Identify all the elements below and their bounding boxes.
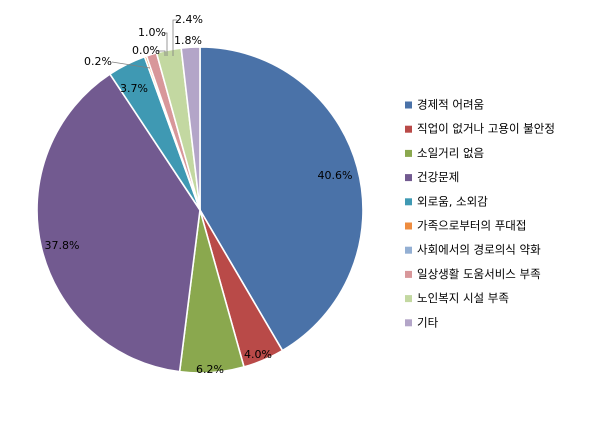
legend-item-1: 직업이 없거나 고용이 불안정	[405, 122, 555, 136]
legend-label-6: 사회에서의 경로의식 약화	[417, 243, 541, 257]
pie-slice-0	[199, 46, 364, 352]
legend-item-4: 외로움, 소외감	[405, 194, 488, 208]
legend-swatch-5	[405, 222, 412, 230]
legend-item-5: 가족으로부터의 푸대접	[405, 219, 526, 233]
leader-lines	[111, 19, 177, 69]
legend-swatch-1	[405, 125, 412, 133]
legend-swatch-0	[405, 101, 412, 109]
legend-label-0: 경제적 어려움	[417, 98, 484, 112]
pie-slice-3	[36, 73, 201, 373]
data-label-3: 37.8%	[45, 239, 80, 252]
legend-swatch-4	[405, 198, 412, 206]
data-label-7: 1.0%	[138, 26, 166, 39]
legend-item-7: 일상생활 도움서비스 부족	[405, 267, 541, 281]
data-label-0: 40.6%	[318, 169, 353, 182]
legend-label-8: 노인복지 시설 부족	[417, 291, 509, 305]
legend-item-3: 건강문제	[405, 170, 459, 184]
data-labels: 40.6% 4.0% 6.2% 37.8% 3.7% 0.2% 0.0% 1.0% 2.4% 1.…	[45, 13, 353, 376]
legend-swatch-6	[405, 246, 412, 254]
legend-swatch-3	[405, 174, 412, 182]
data-label-1: 4.0%	[244, 348, 272, 361]
legend-swatch-8	[405, 295, 412, 303]
legend-item-0: 경제적 어려움	[405, 98, 484, 112]
legend-label-3: 건강문제	[417, 170, 459, 184]
legend-item-8: 노인복지 시설 부족	[405, 291, 509, 305]
legend-label-9: 기타	[417, 315, 439, 329]
data-label-5: 0.2%	[84, 55, 112, 68]
legend-label-5: 가족으로부터의 푸대접	[417, 219, 526, 233]
legend-label-1: 직업이 없거나 고용이 불안정	[417, 122, 555, 136]
legend-label-4: 외로움, 소외감	[417, 194, 488, 208]
legend-swatch-7	[405, 270, 412, 278]
data-label-6: 0.0%	[132, 44, 160, 57]
leader-line-5	[111, 61, 151, 69]
legend-item-9: 기타	[405, 315, 439, 329]
data-label-9: 1.8%	[174, 34, 202, 47]
legend-swatch-9	[405, 319, 412, 327]
leader-line-8	[172, 19, 177, 56]
data-label-2: 6.2%	[196, 363, 224, 376]
legend-swatch-2	[405, 149, 412, 157]
legend-item-2: 소일거리 없음	[405, 146, 484, 160]
leader-line-7	[164, 32, 168, 56]
legend-label-2: 소일거리 없음	[417, 146, 484, 160]
legend-label-7: 일상생활 도움서비스 부족	[417, 267, 541, 281]
pie-slice-9	[180, 46, 201, 211]
pie-slices	[36, 46, 364, 374]
legend-item-6: 사회에서의 경로의식 약화	[405, 243, 541, 257]
data-label-8: 2.4%	[175, 13, 203, 26]
data-label-4: 3.7%	[120, 82, 148, 95]
leader-line-6	[157, 50, 166, 56]
